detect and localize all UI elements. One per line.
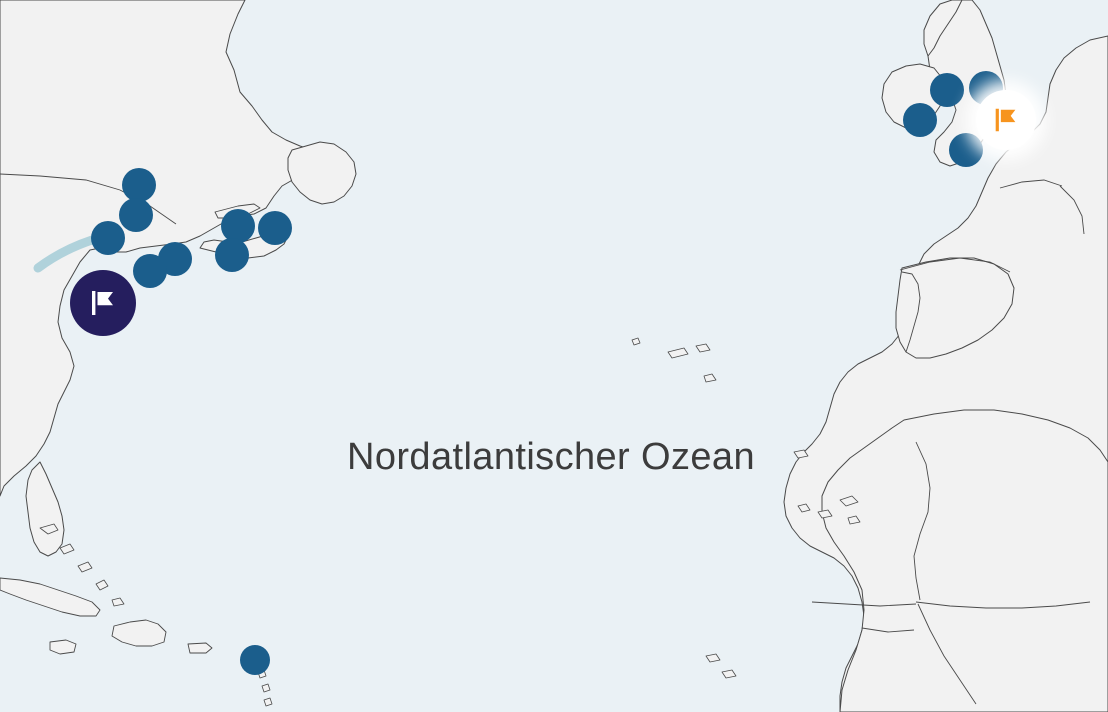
border-europe-inland: [1059, 185, 1085, 235]
hispaniola: [111, 619, 167, 647]
cluster-marker-5[interactable]: [133, 254, 167, 288]
cluster-marker-12[interactable]: [949, 133, 983, 167]
canary-islands: [797, 495, 861, 525]
ocean-label: Nordatlantischer Ozean: [347, 436, 756, 478]
cluster-marker-1[interactable]: [122, 168, 156, 202]
border-france-belgium: [999, 179, 1063, 189]
border-france-spain: [899, 257, 1011, 273]
border-mauritania-mali: [917, 603, 977, 705]
jamaica: [49, 639, 77, 655]
florida: [25, 461, 65, 557]
cluster-marker-13[interactable]: [240, 645, 270, 675]
flag-icon: [995, 108, 1016, 132]
cluster-marker-9[interactable]: [930, 73, 964, 107]
cluster-marker-2[interactable]: [119, 198, 153, 232]
azores: [631, 337, 717, 383]
border-morocco-algeria: [913, 441, 931, 601]
cluster-marker-6[interactable]: [221, 209, 255, 243]
country-borders: [0, 173, 1091, 705]
bahamas: [39, 523, 125, 607]
cluster-marker-3[interactable]: [91, 221, 125, 255]
puerto-rico: [187, 642, 213, 654]
cluster-marker-7[interactable]: [215, 238, 249, 272]
cluster-marker-11[interactable]: [903, 103, 937, 137]
route-line: [33, 235, 97, 273]
portugal-border: [901, 271, 921, 353]
destination-marker[interactable]: [976, 90, 1036, 150]
newfoundland: [287, 141, 357, 205]
border-us-canada: [0, 173, 177, 225]
northwest-africa: [821, 409, 1108, 712]
border-algeria-mali: [915, 601, 1091, 609]
scotland: [923, 0, 963, 57]
origin-marker[interactable]: [70, 270, 136, 336]
flag-icon: [92, 291, 113, 315]
border-west-sahara: [811, 601, 917, 607]
cape-verde: [705, 653, 737, 679]
cluster-marker-8[interactable]: [258, 211, 292, 245]
madeira: [793, 449, 809, 459]
border-mauritania-senegal: [861, 627, 915, 633]
cuba: [0, 577, 101, 617]
